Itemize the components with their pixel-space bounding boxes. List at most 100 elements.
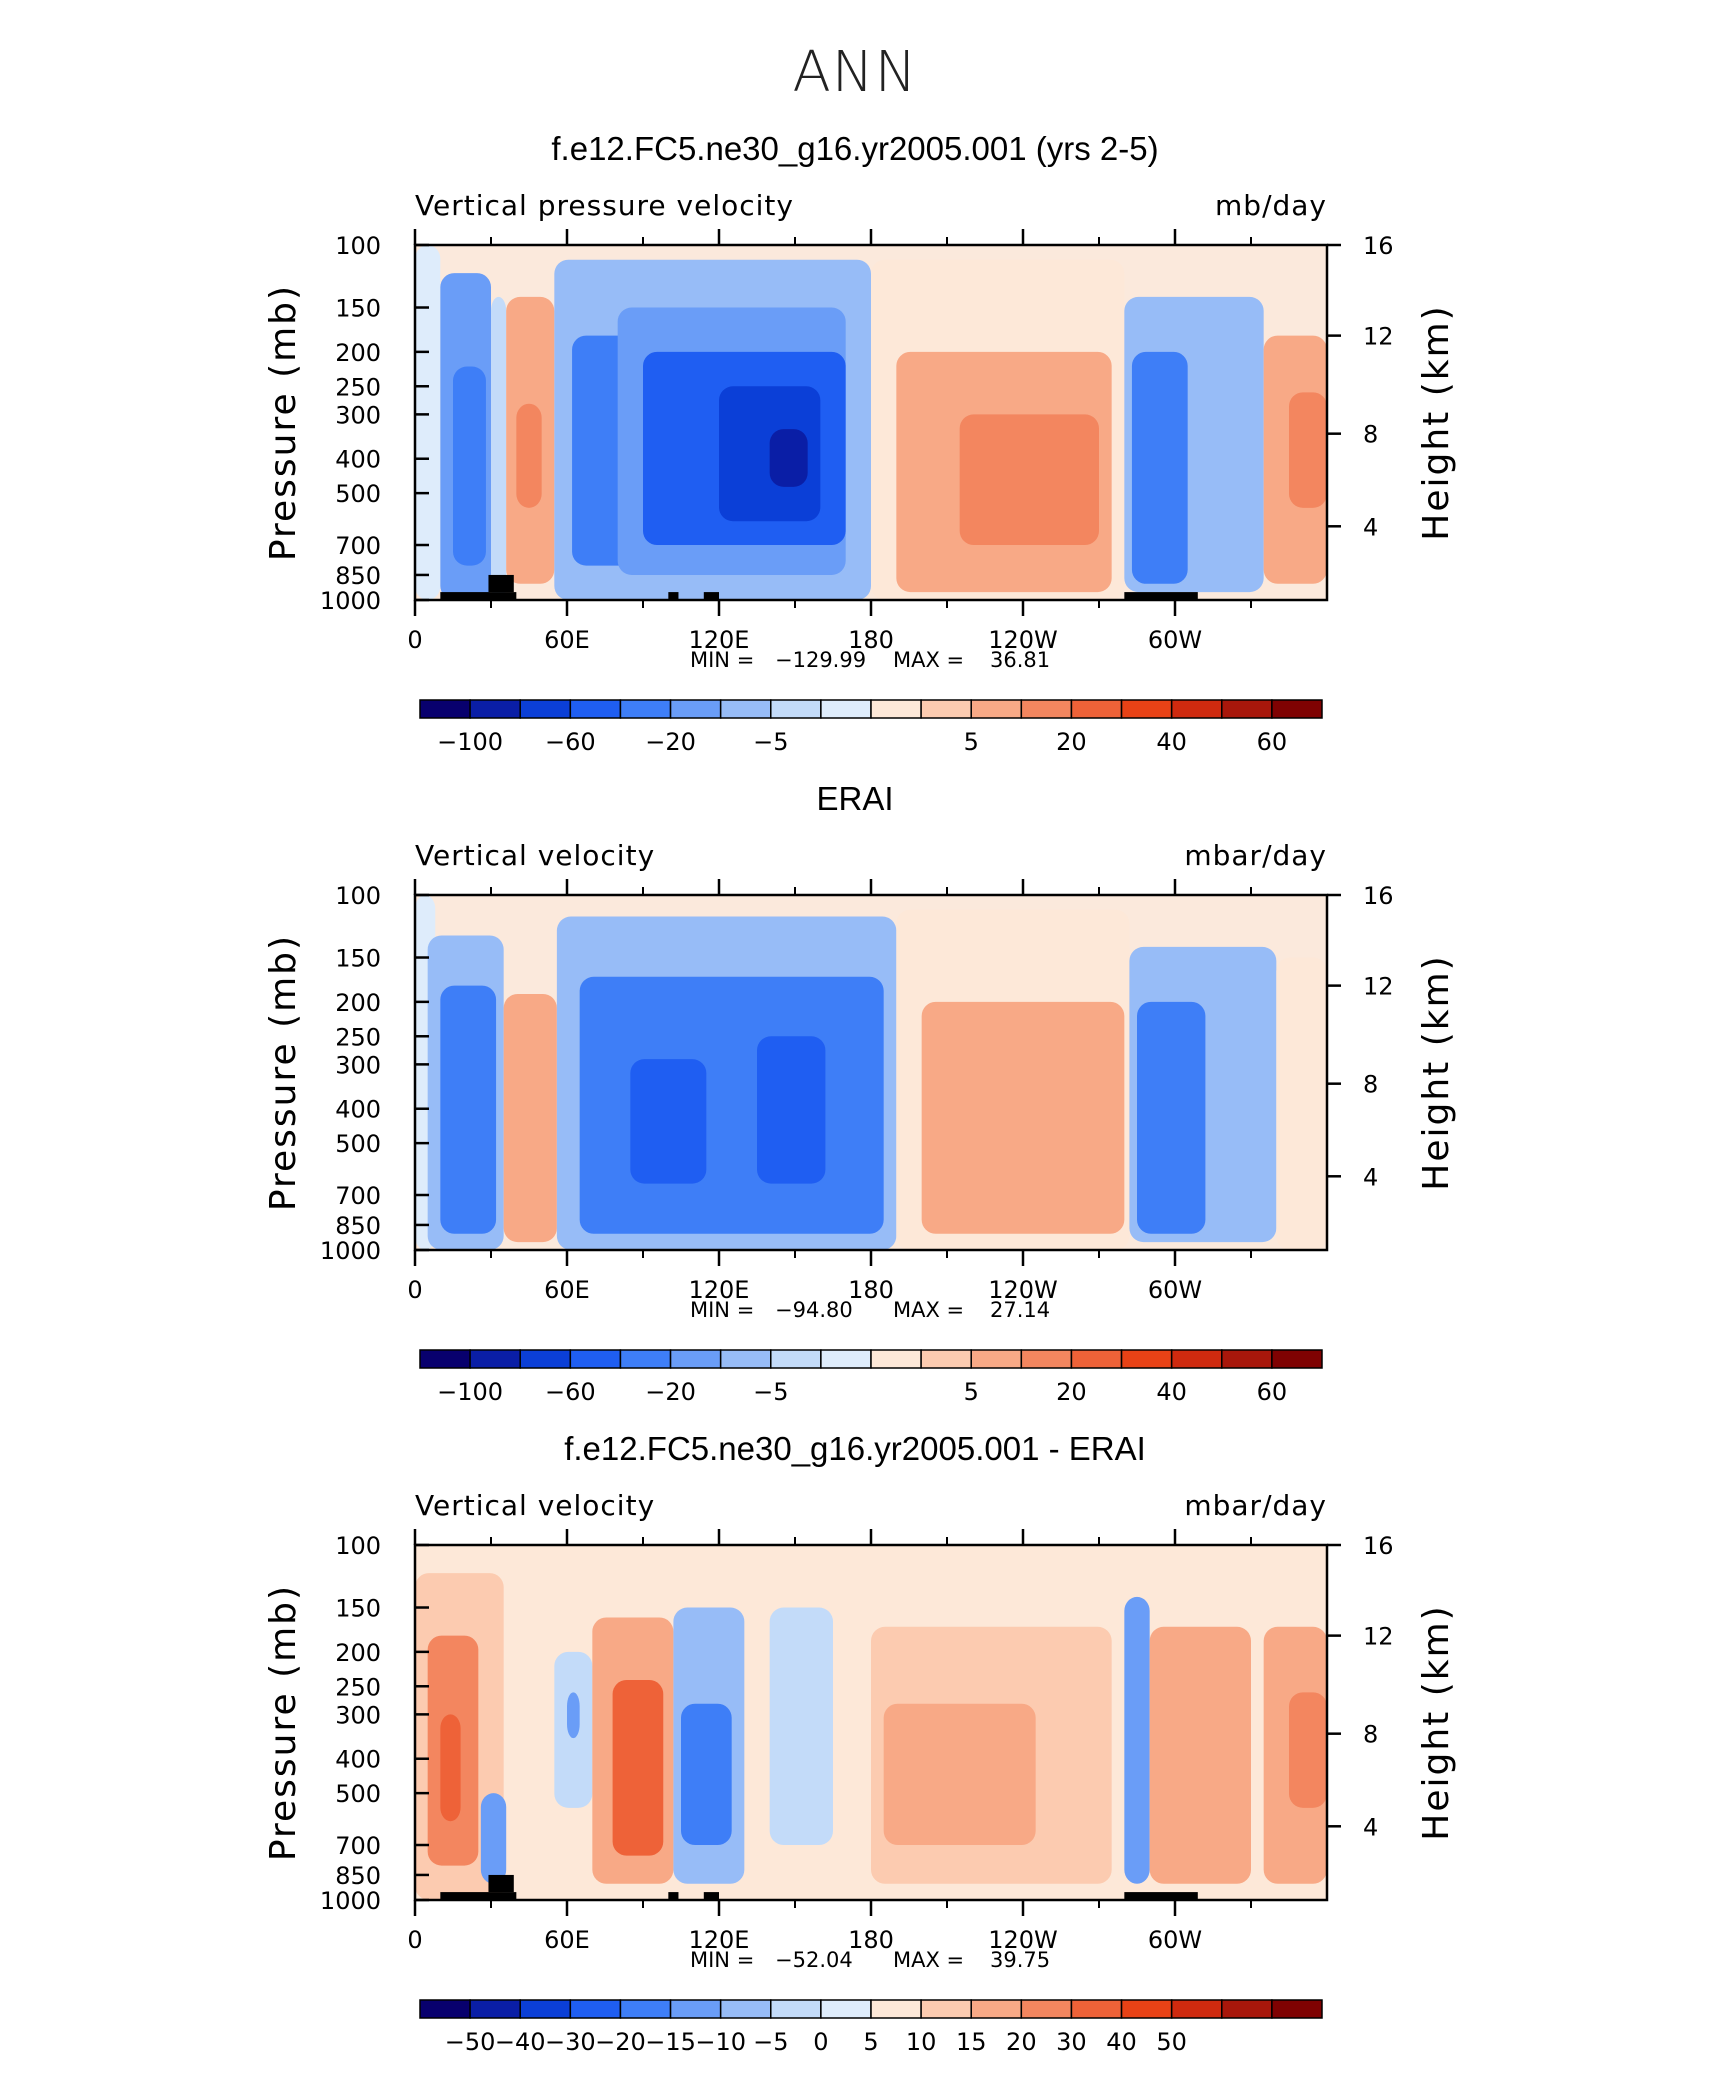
figure-title: ANN [792, 40, 918, 105]
contour-region [757, 1036, 826, 1184]
y-tick-label: 200 [335, 339, 381, 367]
y2-tick-label: 8 [1363, 421, 1378, 449]
y-tick-label: 700 [335, 1832, 381, 1860]
y-tick-label: 500 [335, 1130, 381, 1158]
contour-region [1137, 1001, 1206, 1234]
y2-tick-label: 16 [1363, 882, 1394, 910]
left-title: Vertical pressure velocity [415, 189, 794, 222]
colorbar-label: 0 [813, 2028, 828, 2056]
y2-tick-label: 12 [1363, 973, 1394, 1001]
colorbar-swatch [1070, 699, 1123, 719]
colorbar-label: 60 [1257, 1378, 1288, 1406]
y-tick-label: 500 [335, 480, 381, 508]
y-tick-label: 250 [335, 373, 381, 401]
y-tick-label: 850 [335, 562, 381, 590]
contour-region [491, 296, 507, 600]
units-label: mbar/day [1184, 839, 1327, 872]
y-tick-label: 1000 [320, 1237, 381, 1265]
y2-axis-title: Height (km) [1416, 1604, 1457, 1840]
topography-mask [440, 1892, 517, 1900]
colorbar-label: −60 [545, 1378, 596, 1406]
x-tick-label: 180 [848, 1276, 894, 1304]
colorbar-label: −5 [753, 1378, 788, 1406]
contour-region [516, 403, 542, 508]
colorbar-swatch [1020, 1999, 1073, 2019]
topography-mask [1124, 1892, 1198, 1900]
heatmap-plot: Vertical pressure velocity mb/day 100 150 20… [263, 189, 1457, 756]
x-tick-label: 180 [848, 626, 894, 654]
heatmap-plot: Vertical velocity mbar/day100150200250300… [263, 1489, 1457, 2056]
colorbar-swatch [870, 1999, 922, 2019]
colorbar-swatch [619, 1349, 672, 1369]
colorbar-swatch [870, 699, 922, 719]
units-label: mbar/day [1184, 1489, 1327, 1522]
panel-erai: ERAI Vertical velocity mbar/day 100 150 200 2… [0, 780, 1710, 1430]
colorbar-swatch [469, 1349, 521, 1369]
topography-mask [488, 1874, 514, 1893]
contour-region [1149, 1626, 1251, 1884]
contour-region [921, 1001, 1125, 1234]
y-tick-label: 1000 [320, 1887, 381, 1915]
colorbar-swatch [820, 1999, 872, 2019]
y-tick-label: 700 [335, 1182, 381, 1210]
x-tick-label: 0 [407, 1926, 422, 1954]
colorbar-swatch [519, 1999, 572, 2019]
x-tick-label: 120W [988, 626, 1058, 654]
colorbar-label: 50 [1156, 2028, 1187, 2056]
colorbar-swatch [419, 699, 471, 719]
y-tick-label: 300 [335, 401, 381, 429]
colorbar-label: 10 [906, 2028, 937, 2056]
colorbar-label: 5 [863, 2028, 878, 2056]
colorbar-swatch [1120, 1999, 1173, 2019]
colorbar-swatch [1070, 1999, 1123, 2019]
topography-mask [668, 592, 679, 600]
colorbar-swatch [1170, 1999, 1223, 2019]
topography-mask [703, 1892, 719, 1900]
y-tick-label: 300 [335, 1701, 381, 1729]
colorbar-swatch [1020, 699, 1073, 719]
colorbar-swatch [519, 699, 572, 719]
contour-region [567, 1692, 580, 1739]
colorbar-swatch [719, 1349, 772, 1369]
colorbar-swatch [1120, 699, 1173, 719]
contour-region [579, 976, 884, 1234]
colorbar-swatch [669, 1999, 722, 2019]
y-tick-label: 150 [335, 295, 381, 323]
colorbar-swatch [920, 1349, 972, 1369]
panel-model: f.e12.FC5.ne30_g16.yr2005.001 (yrs 2-5) … [0, 130, 1710, 780]
colorbar-label: 5 [964, 1378, 979, 1406]
y2-axis-title: Height (km) [1416, 304, 1457, 540]
colorbar-swatch [820, 699, 872, 719]
contour-region [769, 1607, 833, 1846]
y-tick-label: 850 [335, 1212, 381, 1240]
x-tick-label: 60W [1148, 626, 1202, 654]
colorbar-swatch [820, 1349, 872, 1369]
colorbar-swatch [569, 699, 622, 719]
colorbar-swatch [469, 1999, 521, 2019]
topography-mask [440, 592, 517, 600]
contour-region [959, 414, 1099, 546]
y-tick-label: 400 [335, 1096, 381, 1124]
y2-tick-label: 12 [1363, 323, 1394, 351]
contour-region [440, 985, 497, 1234]
contour-region [415, 245, 441, 600]
colorbar-label: 20 [1056, 1378, 1087, 1406]
colorbar-swatch [1271, 1349, 1323, 1369]
y-tick-label: 150 [335, 1595, 381, 1623]
y2-tick-label: 16 [1363, 1532, 1394, 1560]
y-tick-label: 250 [335, 1673, 381, 1701]
contour-region [612, 1679, 664, 1856]
colorbar-label: −100 [437, 1378, 503, 1406]
contour-region [1124, 1596, 1150, 1884]
colorbar-label: −100 [437, 728, 503, 756]
colorbar-swatch [1221, 1349, 1273, 1369]
topography-mask [488, 574, 514, 593]
topography-mask [703, 592, 719, 600]
contour-region [1131, 351, 1188, 584]
max-label: MAX = [893, 1948, 964, 1972]
colorbar-swatch [770, 1999, 822, 2019]
max-label: MAX = [893, 648, 964, 672]
colorbar-swatch [970, 1349, 1023, 1369]
contour-region [503, 993, 557, 1243]
colorbar-label: 60 [1257, 728, 1288, 756]
